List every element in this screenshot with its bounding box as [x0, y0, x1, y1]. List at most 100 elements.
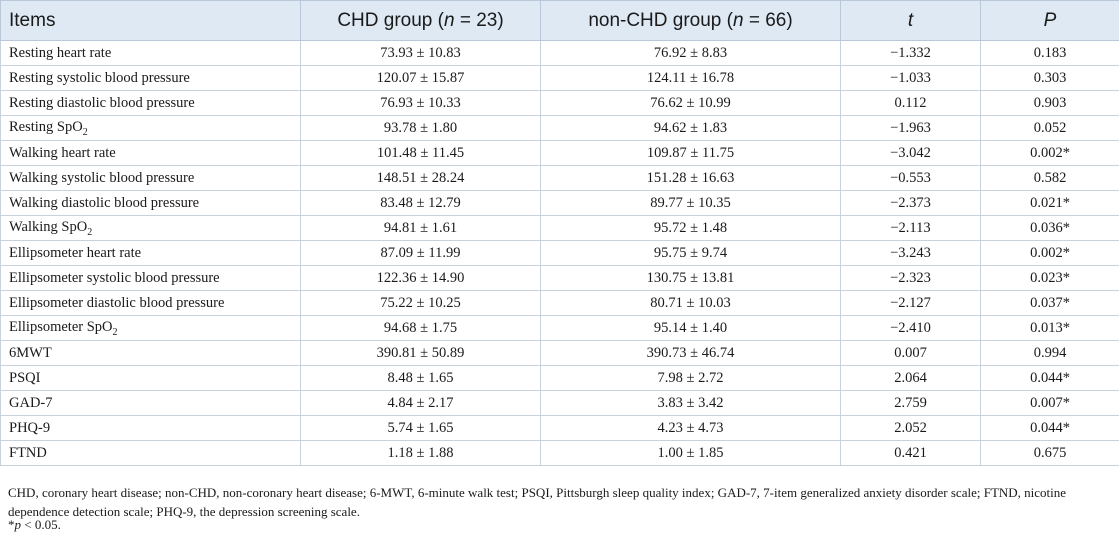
cell-t: 2.052	[840, 415, 981, 441]
cell-nonchd: 95.75 ± 9.74	[540, 240, 841, 266]
table-row: PSQI 8.48 ± 1.65 7.98 ± 2.72 2.064 0.044*	[0, 365, 1119, 391]
cell-p: 0.303	[980, 65, 1119, 91]
cell-p: 0.994	[980, 340, 1119, 366]
header-row: Items CHD group ( n = 23) non-CHD group (…	[0, 0, 1119, 41]
cell-item: Resting diastolic blood pressure	[0, 90, 301, 116]
cell-item: PSQI	[0, 365, 301, 391]
cell-p: 0.002*	[980, 240, 1119, 266]
cell-t: −1.963	[840, 115, 981, 141]
header-items: Items	[0, 0, 301, 41]
header-nonchd-suffix: = 66)	[743, 9, 793, 31]
cell-nonchd: 76.92 ± 8.83	[540, 40, 841, 66]
cell-item: Ellipsometer heart rate	[0, 240, 301, 266]
table-row: Walking diastolic blood pressure 83.48 ± …	[0, 190, 1119, 216]
cell-chd: 8.48 ± 1.65	[300, 365, 541, 391]
cell-p: 0.037*	[980, 290, 1119, 316]
cell-item-subscript: 2	[82, 126, 88, 138]
header-p: P	[980, 0, 1119, 41]
cell-item: FTND	[0, 440, 301, 466]
cell-nonchd: 1.00 ± 1.85	[540, 440, 841, 466]
table-row: Resting heart rate 73.93 ± 10.83 76.92 ± 8…	[0, 40, 1119, 66]
header-p-label: P	[1043, 9, 1057, 31]
cell-nonchd: 7.98 ± 2.72	[540, 365, 841, 391]
cell-item: Ellipsometer diastolic blood pressure	[0, 290, 301, 316]
table-body: Resting heart rate 73.93 ± 10.83 76.92 ± 8…	[0, 40, 1119, 466]
cell-p: 0.021*	[980, 190, 1119, 216]
cell-nonchd: 80.71 ± 10.03	[540, 290, 841, 316]
cell-item-text: Ellipsometer SpO	[9, 318, 113, 335]
cell-item-text: Resting diastolic blood pressure	[9, 94, 195, 111]
header-chd-suffix: = 23)	[454, 9, 504, 31]
cell-item-text: Resting heart rate	[9, 44, 112, 61]
cell-nonchd: 390.73 ± 46.74	[540, 340, 841, 366]
cell-item-text: Walking diastolic blood pressure	[9, 194, 200, 211]
sig-p: p	[14, 517, 22, 532]
table-row: Ellipsometer SpO2 94.68 ± 1.75 95.14 ± 1.4…	[0, 315, 1119, 341]
cell-chd: 101.48 ± 11.45	[300, 140, 541, 166]
cell-t: −1.332	[840, 40, 981, 66]
cell-item-text: PHQ-9	[9, 419, 51, 436]
cell-nonchd: 124.11 ± 16.78	[540, 65, 841, 91]
table-row: 6MWT 390.81 ± 50.89 390.73 ± 46.74 0.007 0.9…	[0, 340, 1119, 366]
cell-item: Walking SpO2	[0, 215, 301, 241]
cell-p: 0.013*	[980, 315, 1119, 341]
header-chd-prefix: CHD group (	[337, 9, 444, 31]
cell-t: 0.007	[840, 340, 981, 366]
table-row: Walking SpO2 94.81 ± 1.61 95.72 ± 1.48 −2.1…	[0, 215, 1119, 241]
cell-item-text: Ellipsometer systolic blood pressure	[9, 269, 220, 286]
table-row: Ellipsometer systolic blood pressure 122.…	[0, 265, 1119, 291]
table-row: Walking systolic blood pressure 148.51 ± …	[0, 165, 1119, 191]
cell-t: 0.421	[840, 440, 981, 466]
cell-item: PHQ-9	[0, 415, 301, 441]
cell-item: Resting heart rate	[0, 40, 301, 66]
cell-nonchd: 95.72 ± 1.48	[540, 215, 841, 241]
cell-chd: 120.07 ± 15.87	[300, 65, 541, 91]
header-nonchd-prefix: non-CHD group (	[588, 9, 733, 31]
cell-chd: 1.18 ± 1.88	[300, 440, 541, 466]
header-nonchd-n: n	[732, 9, 744, 31]
table-row: Resting diastolic blood pressure 76.93 ± …	[0, 90, 1119, 116]
cell-nonchd: 109.87 ± 11.75	[540, 140, 841, 166]
cell-item-text: Walking systolic blood pressure	[9, 169, 195, 186]
cell-chd: 4.84 ± 2.17	[300, 390, 541, 416]
cell-item-text: Walking SpO	[9, 218, 88, 235]
cell-item-text: Ellipsometer heart rate	[9, 244, 142, 261]
table-footnote: CHD, coronary heart disease; non-CHD, no…	[8, 485, 1067, 519]
cell-item: Walking diastolic blood pressure	[0, 190, 301, 216]
table-row: Ellipsometer heart rate 87.09 ± 11.99 95.7…	[0, 240, 1119, 266]
cell-p: 0.903	[980, 90, 1119, 116]
cell-chd: 148.51 ± 28.24	[300, 165, 541, 191]
cell-nonchd: 130.75 ± 13.81	[540, 265, 841, 291]
header-nonchd-group: non-CHD group (n = 66)	[540, 0, 841, 41]
cell-nonchd: 94.62 ± 1.83	[540, 115, 841, 141]
header-t-label: t	[907, 9, 914, 31]
cell-t: −2.127	[840, 290, 981, 316]
cell-nonchd: 3.83 ± 3.42	[540, 390, 841, 416]
cell-item-text: Resting SpO	[9, 118, 83, 135]
cell-t: −2.373	[840, 190, 981, 216]
cell-t: −2.323	[840, 265, 981, 291]
cell-chd: 93.78 ± 1.80	[300, 115, 541, 141]
cell-item: 6MWT	[0, 340, 301, 366]
cell-p: 0.044*	[980, 365, 1119, 391]
cell-item-text: 6MWT	[9, 344, 52, 361]
cell-item-subscript: 2	[112, 326, 118, 338]
sig-rest: < 0.05.	[21, 517, 61, 532]
cell-t: −3.243	[840, 240, 981, 266]
table-container: Items CHD group ( n = 23) non-CHD group (…	[0, 0, 1119, 466]
cell-p: 0.052	[980, 115, 1119, 141]
cell-chd: 75.22 ± 10.25	[300, 290, 541, 316]
cell-chd: 83.48 ± 12.79	[300, 190, 541, 216]
significance-note: *p < 0.05.	[8, 517, 61, 533]
cell-item-subscript: 2	[87, 226, 93, 238]
cell-p: 0.036*	[980, 215, 1119, 241]
table-row: Resting SpO2 93.78 ± 1.80 94.62 ± 1.83 −1.9…	[0, 115, 1119, 141]
cell-chd: 5.74 ± 1.65	[300, 415, 541, 441]
table-row: Ellipsometer diastolic blood pressure 75.…	[0, 290, 1119, 316]
cell-t: −0.553	[840, 165, 981, 191]
cell-t: −3.042	[840, 140, 981, 166]
cell-p: 0.675	[980, 440, 1119, 466]
cell-t: 0.112	[840, 90, 981, 116]
cell-t: −1.033	[840, 65, 981, 91]
table-row: Resting systolic blood pressure 120.07 ± …	[0, 65, 1119, 91]
